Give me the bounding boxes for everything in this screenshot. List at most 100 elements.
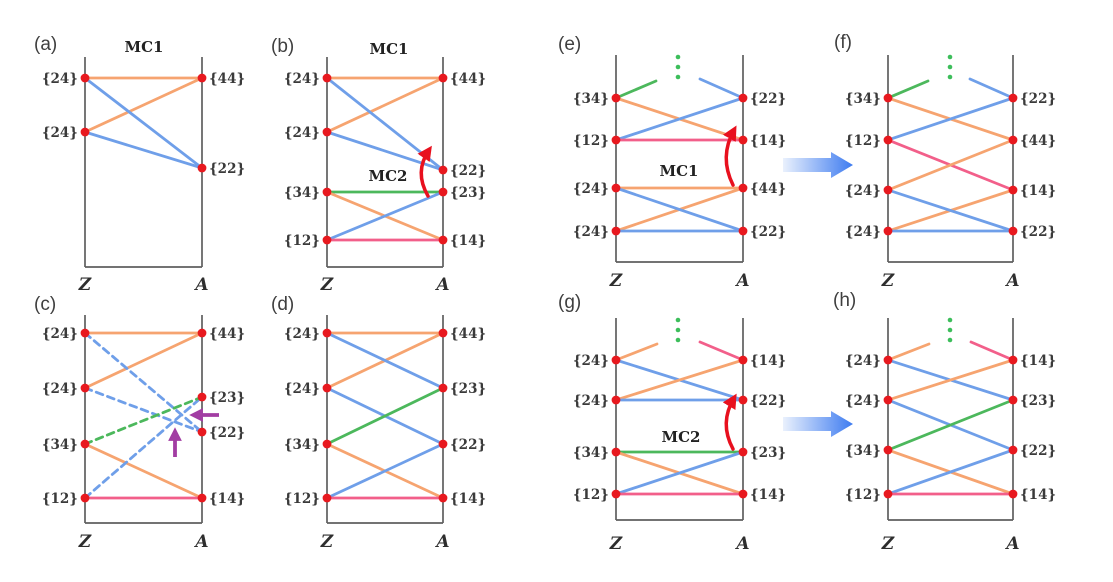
- panel-e-node-R0: [738, 93, 748, 103]
- panel-h-node-label-L0: {24}: [845, 353, 881, 369]
- panel-d-edge-L2-R1-green: [325, 386, 445, 446]
- panel-h-node-R3: [1008, 489, 1018, 499]
- panel-d-letter: (d): [271, 294, 294, 315]
- panel-f-ellipsis-dot-2: [947, 74, 953, 80]
- panel-c-node-label-R2: {22}: [209, 425, 245, 441]
- panel-h-node-label-L3: {12}: [845, 487, 881, 503]
- panel-e-edge-L1-R0-blue: [614, 96, 745, 142]
- panel-a-letter: (a): [34, 34, 57, 55]
- panel-c-node-label-L2: {34}: [42, 437, 78, 453]
- panel-c-node-R0: [197, 328, 207, 338]
- panel-c-edge-L0-R2-blue-dashed: [83, 331, 204, 434]
- panel-f-node-L1: [883, 135, 893, 145]
- panel-d-node-label-L3: {12}: [284, 491, 320, 507]
- panel-g-partial-edge-1: [698, 340, 745, 362]
- panel-e-partial-edge-0: [614, 79, 658, 100]
- panel-h-node-L2: [883, 445, 893, 455]
- panel-g-edge-L1-R0-orange: [614, 358, 745, 402]
- panel-e-node-label-R1: {14}: [750, 133, 786, 149]
- panel-h-node-label-R1: {23}: [1020, 393, 1056, 409]
- panel-f-node-label-R3: {22}: [1020, 224, 1056, 240]
- panel-d-node-label-R1: {23}: [450, 381, 486, 397]
- panel-f-node-R1: [1008, 135, 1018, 145]
- panel-h-axis-label-right: A: [1004, 534, 1019, 554]
- panel-b-axis-label-right: A: [434, 275, 449, 295]
- panel-d: {24} {24} {34} {12} {44} {23} {22} {14} (d) Z A: [271, 294, 486, 552]
- panel-c-letter: (c): [34, 294, 56, 315]
- panel-h-node-label-R2: {22}: [1020, 443, 1056, 459]
- panel-e-partial-edge-1: [698, 77, 745, 100]
- panel-f-node-label-L0: {34}: [845, 91, 881, 107]
- panel-g-partial-edge-0: [614, 342, 659, 362]
- panel-f-edge-L1-R0-blue: [886, 96, 1015, 142]
- panel-g-letter: (g): [558, 292, 581, 313]
- panel-b-edge-L1-R1-blue: [325, 130, 445, 172]
- panel-f-partial-edge-1: [968, 77, 1015, 100]
- panel-b-edge-L3-R2-blue: [325, 190, 445, 242]
- panel-b-node-R0: [438, 73, 448, 83]
- panel-g-ellipsis-dot-2: [675, 337, 681, 343]
- panel-d-edge-L3-R2-blue: [325, 442, 445, 500]
- panel-h-ellipsis-dot-2: [947, 337, 953, 343]
- panel-d-node-label-L0: {24}: [284, 326, 320, 342]
- panel-e-node-label-R0: {22}: [750, 91, 786, 107]
- panel-e-node-label-R3: {22}: [750, 224, 786, 240]
- panel-e-node-L0: [611, 93, 621, 103]
- panel-f-node-R2: [1008, 185, 1018, 195]
- panel-c-node-L2: [80, 439, 90, 449]
- panel-a-node-label-L1: {24}: [42, 125, 78, 141]
- panel-a-node-R0: [197, 73, 207, 83]
- panel-h-node-label-L2: {34}: [845, 443, 881, 459]
- panel-c-node-label-R0: {44}: [209, 326, 245, 342]
- panel-d-node-L1: [322, 383, 332, 393]
- panel-b-node-R3: [438, 235, 448, 245]
- panel-d-node-label-L2: {34}: [284, 437, 320, 453]
- panel-e-node-L3: [611, 226, 621, 236]
- panel-a-axis-label-right: A: [193, 275, 208, 295]
- panel-a-node-L1: [80, 127, 90, 137]
- panel-f-node-label-L3: {24}: [845, 224, 881, 240]
- panel-c-edge-L2-R1-green-dashed: [83, 395, 204, 446]
- panel-g-node-label-L2: {34}: [573, 445, 609, 461]
- panel-f-node-label-L2: {24}: [845, 183, 881, 199]
- panel-g-node-R1: [738, 395, 748, 405]
- panel-f-axis-label-right: A: [1004, 271, 1019, 291]
- panel-g-node-label-R3: {14}: [750, 487, 786, 503]
- panel-c-node-label-L0: {24}: [42, 326, 78, 342]
- panel-c-node-L0: [80, 328, 90, 338]
- panel-e-node-R3: [738, 226, 748, 236]
- panel-h-node-L3: [883, 489, 893, 499]
- panel-b-title-1: MC2: [369, 167, 408, 185]
- panel-a-edge-L1-R1-blue: [83, 130, 204, 170]
- panel-g-node-label-R1: {22}: [750, 393, 786, 409]
- panel-g-node-label-R0: {14}: [750, 353, 786, 369]
- panel-g-ellipsis-dot-1: [675, 327, 681, 333]
- panel-f-node-R3: [1008, 226, 1018, 236]
- panel-g-node-label-L3: {12}: [573, 487, 609, 503]
- panel-h-node-label-R0: {14}: [1020, 353, 1056, 369]
- panel-h-edge-L3-R2-blue: [886, 448, 1015, 496]
- panel-g-ellipsis-dot-0: [675, 317, 681, 323]
- panel-b-edge-L1-R0-orange: [325, 76, 445, 134]
- transition-arrow-0: [783, 152, 853, 178]
- panel-f-axis-label-left: Z: [881, 271, 895, 291]
- panel-d-node-label-L1: {24}: [284, 381, 320, 397]
- panel-b-node-label-L2: {34}: [284, 185, 320, 201]
- panel-d-node-L2: [322, 439, 332, 449]
- panel-f-partial-edge-0: [886, 79, 930, 100]
- panel-c-axis-label-left: Z: [78, 532, 92, 552]
- panel-c-node-label-R3: {14}: [209, 491, 245, 507]
- panel-b-letter: (b): [271, 36, 294, 57]
- panel-f-ellipsis-dot-1: [947, 64, 953, 70]
- panel-b-node-L3: [322, 235, 332, 245]
- panel-e-axis-label-right: A: [734, 271, 749, 291]
- panel-h-edge-L2-R1-green: [886, 398, 1015, 452]
- panel-h-ellipsis-dot-1: [947, 327, 953, 333]
- panel-c-edge-L3-R1-blue-dashed: [83, 395, 204, 500]
- panel-e-node-R2: [738, 183, 748, 193]
- panel-e-title-0: MC1: [660, 162, 699, 180]
- panel-f-letter: (f): [834, 32, 852, 53]
- panel-e-node-label-L3: {24}: [573, 224, 609, 240]
- panel-a-title-0: MC1: [125, 38, 164, 56]
